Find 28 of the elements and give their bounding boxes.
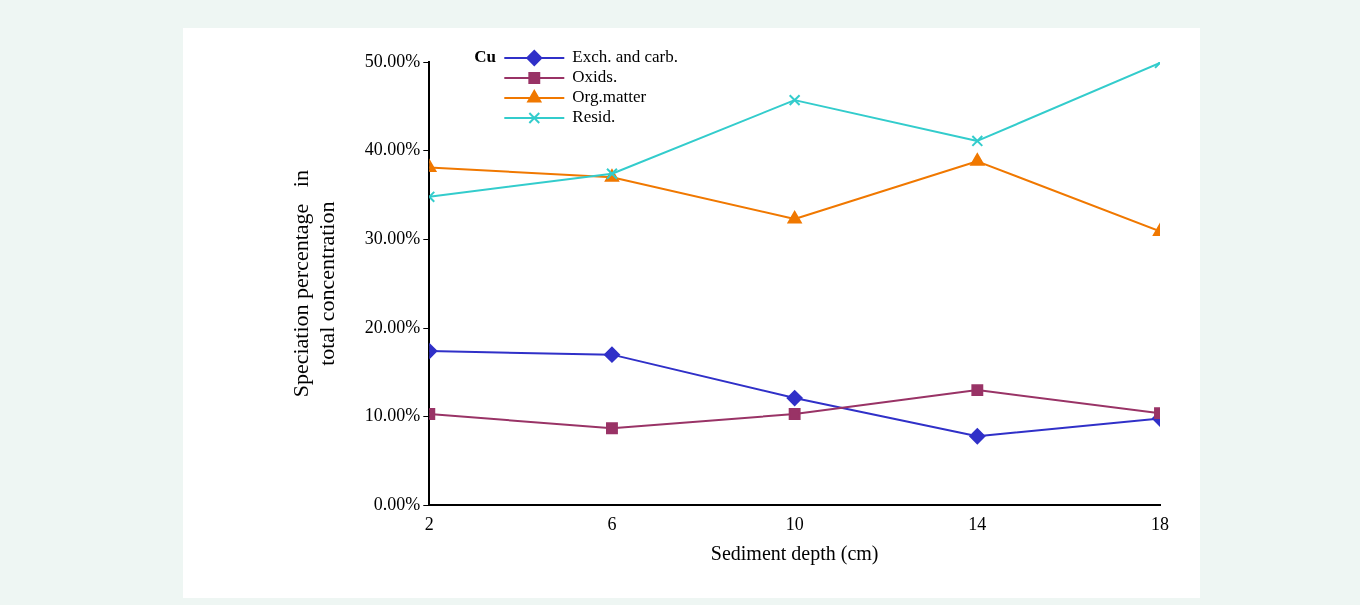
x-tick-label: 14: [968, 513, 987, 534]
y-tick-label: 0.00%: [373, 494, 421, 515]
point: [788, 94, 801, 107]
y-tick-label: 50.00%: [364, 50, 421, 71]
y-tick-label: 20.00%: [364, 316, 421, 337]
point: [788, 408, 801, 421]
legend-label: Org.matter: [572, 87, 647, 107]
point: [971, 384, 984, 397]
x-tick-label: 2: [424, 513, 434, 534]
x-tick-label: 10: [785, 513, 804, 534]
point: [606, 422, 618, 435]
x-tick-label: 18: [1151, 513, 1169, 534]
point: [969, 428, 986, 445]
point: [787, 210, 802, 224]
x-axis-title: Sediment depth (cm): [710, 542, 879, 566]
point: [971, 134, 984, 147]
annotation: Cu: [474, 47, 497, 67]
legend-label: Oxids.: [572, 67, 618, 87]
legend-label: Resid.: [572, 107, 616, 127]
point: [603, 346, 620, 363]
y-axis-title: Speciation percentage in total concentration: [287, 170, 340, 398]
x-tick-label: 6: [607, 513, 617, 534]
legend-label: Exch. and carb.: [572, 47, 679, 67]
y-tick-label: 30.00%: [364, 228, 421, 249]
y-tick-label: 40.00%: [364, 139, 421, 160]
y-tick-label: 10.00%: [364, 405, 421, 426]
point: [970, 153, 985, 166]
point: [786, 390, 803, 407]
